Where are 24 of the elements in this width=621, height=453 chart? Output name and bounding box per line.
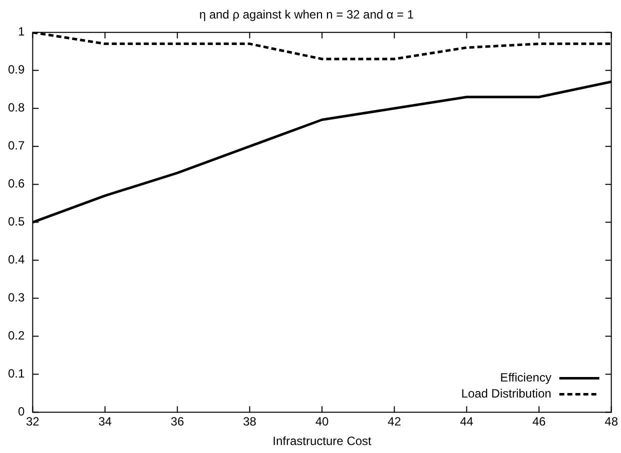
x-tick-label: 32 (26, 414, 40, 429)
x-tick-label: 46 (532, 414, 546, 429)
legend-label: Load Distribution (461, 386, 552, 401)
y-tick-label: 0.7 (8, 138, 25, 153)
x-tick-label: 36 (170, 414, 184, 429)
y-tick-label: 0.6 (8, 176, 25, 191)
x-tick-label: 40 (315, 414, 329, 429)
y-tick-label: 0.9 (8, 62, 25, 77)
x-tick-label: 44 (460, 414, 474, 429)
y-tick-label: 0.4 (8, 252, 25, 267)
y-tick-label: 0 (18, 404, 25, 419)
y-tick-label: 0.5 (8, 214, 25, 229)
y-tick-label: 1 (18, 24, 25, 39)
x-tick-label: 48 (604, 414, 618, 429)
x-tick-label: 42 (388, 414, 402, 429)
y-tick-label: 0.8 (8, 100, 25, 115)
y-tick-label: 0.1 (8, 366, 25, 381)
x-tick-label: 34 (98, 414, 112, 429)
legend-label: Efficiency (500, 370, 552, 385)
y-tick-label: 0.3 (8, 290, 25, 305)
chart-title: η and ρ against k when n = 32 and α = 1 (199, 8, 414, 22)
x-axis-title: Infrastructure Cost (272, 434, 372, 448)
x-tick-label: 38 (242, 414, 257, 429)
y-tick-label: 0.2 (8, 328, 25, 343)
